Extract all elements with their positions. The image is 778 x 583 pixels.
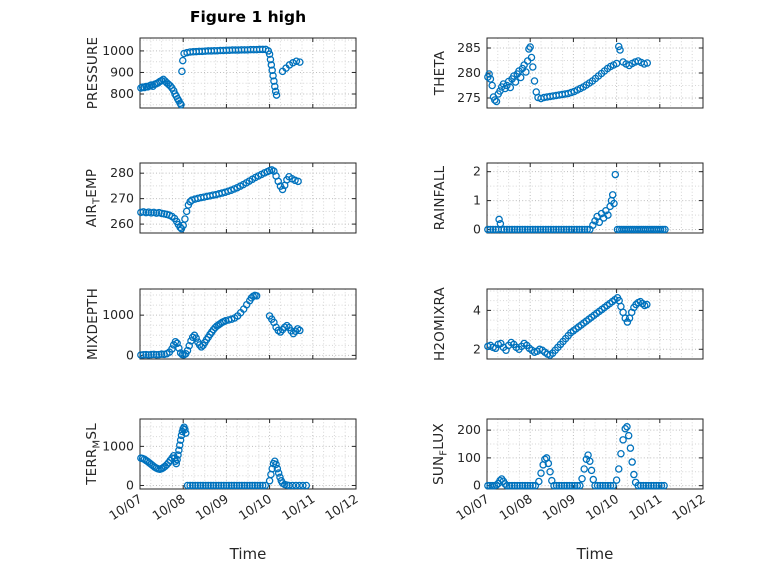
plot-mixdepth: 0 1000 — [102, 288, 357, 362]
ylabel-rainfall: RAINFALL — [432, 165, 448, 231]
x-tick-label: 10/07 — [453, 491, 491, 523]
y-tick-label: 0 — [126, 477, 134, 492]
y-tick-label: 285 — [457, 40, 481, 55]
y-tick-label: 0 — [473, 478, 481, 493]
ylabel-mixdepth: MIXDEPTH — [85, 288, 101, 360]
ylabel-air_temp: AIRTEMP — [83, 168, 103, 228]
ylabel-h2omixra: H2OMIXRA — [432, 287, 448, 361]
y-tick-label: 800 — [110, 86, 134, 101]
y-tick-label: 2 — [473, 164, 481, 179]
y-tick-label: 4 — [473, 302, 481, 317]
ylabel-theta: THETA — [432, 50, 448, 96]
x-tick-label: 10/09 — [193, 491, 231, 523]
y-tick-label: 270 — [110, 191, 134, 206]
x-tick-label: 10/12 — [322, 491, 360, 523]
plot-pressure: 800 900 1000 — [102, 37, 357, 109]
xlabel-time-left: Time — [229, 545, 267, 563]
y-tick-label: 2 — [473, 341, 481, 356]
plot-rainfall: 0 1 2 — [473, 162, 704, 237]
y-tick-label: 260 — [110, 216, 134, 231]
x-tick-label: 10/08 — [496, 491, 534, 523]
y-tick-label: 100 — [457, 450, 481, 465]
subplot-sun-flux: 10/07 10/08 10/09 10/10 10/11 10/12 0 100 200 — [427, 409, 719, 551]
subplot-pressure: 800 900 1000 — [80, 28, 372, 124]
y-tick-label: 275 — [457, 90, 481, 105]
x-tick-label: 10/11 — [279, 491, 317, 523]
y-tick-label: 1000 — [102, 43, 134, 58]
x-tick-label: 10/10 — [583, 491, 621, 523]
subplot-theta: 275 280 285 — [427, 28, 719, 124]
xlabel-time-right: Time — [576, 545, 614, 563]
subplot-air-temp: 260 270 280 — [80, 153, 372, 249]
plot-terr_msl: 10/07 10/08 10/09 10/10 10/11 10/12 0 1000 — [102, 418, 361, 523]
ylabel-sun_flux: SUNFLUX — [430, 423, 450, 485]
y-tick-label: 280 — [457, 65, 481, 80]
plot-h2omixra: 24 — [473, 288, 704, 360]
y-tick-label: 200 — [457, 422, 481, 437]
y-tick-label: 0 — [473, 222, 481, 237]
x-tick-label: 10/11 — [626, 491, 664, 523]
y-tick-label: 0 — [126, 347, 134, 362]
y-tick-label: 1000 — [102, 438, 134, 453]
x-tick-label: 10/12 — [669, 491, 707, 523]
y-tick-label: 280 — [110, 165, 134, 180]
x-tick-label: 10/08 — [149, 491, 187, 523]
x-tick-label: 10/10 — [236, 491, 274, 523]
plot-air_temp: 260 270 280 — [110, 162, 357, 234]
subplot-mixdepth: 0 1000 — [80, 279, 372, 375]
x-tick-label: 10/09 — [540, 491, 578, 523]
ylabel-pressure: PRESSURE — [85, 36, 101, 110]
plot-theta: 275 280 285 — [457, 37, 704, 109]
subplot-terr-msl: 10/07 10/08 10/09 10/10 10/11 10/12 0 1000 — [80, 409, 372, 551]
y-tick-label: 1000 — [102, 307, 134, 322]
ylabel-terr_msl: TERRMSL — [83, 423, 103, 485]
figure-title: Figure 1 high — [189, 8, 307, 26]
plot-sun_flux: 10/07 10/08 10/09 10/10 10/11 10/12 0 100 200 — [453, 418, 708, 523]
x-tick-label: 10/07 — [106, 491, 144, 523]
subplot-rainfall: 0 1 2 — [427, 153, 719, 249]
y-tick-label: 1 — [473, 193, 481, 208]
y-tick-label: 900 — [110, 64, 134, 79]
